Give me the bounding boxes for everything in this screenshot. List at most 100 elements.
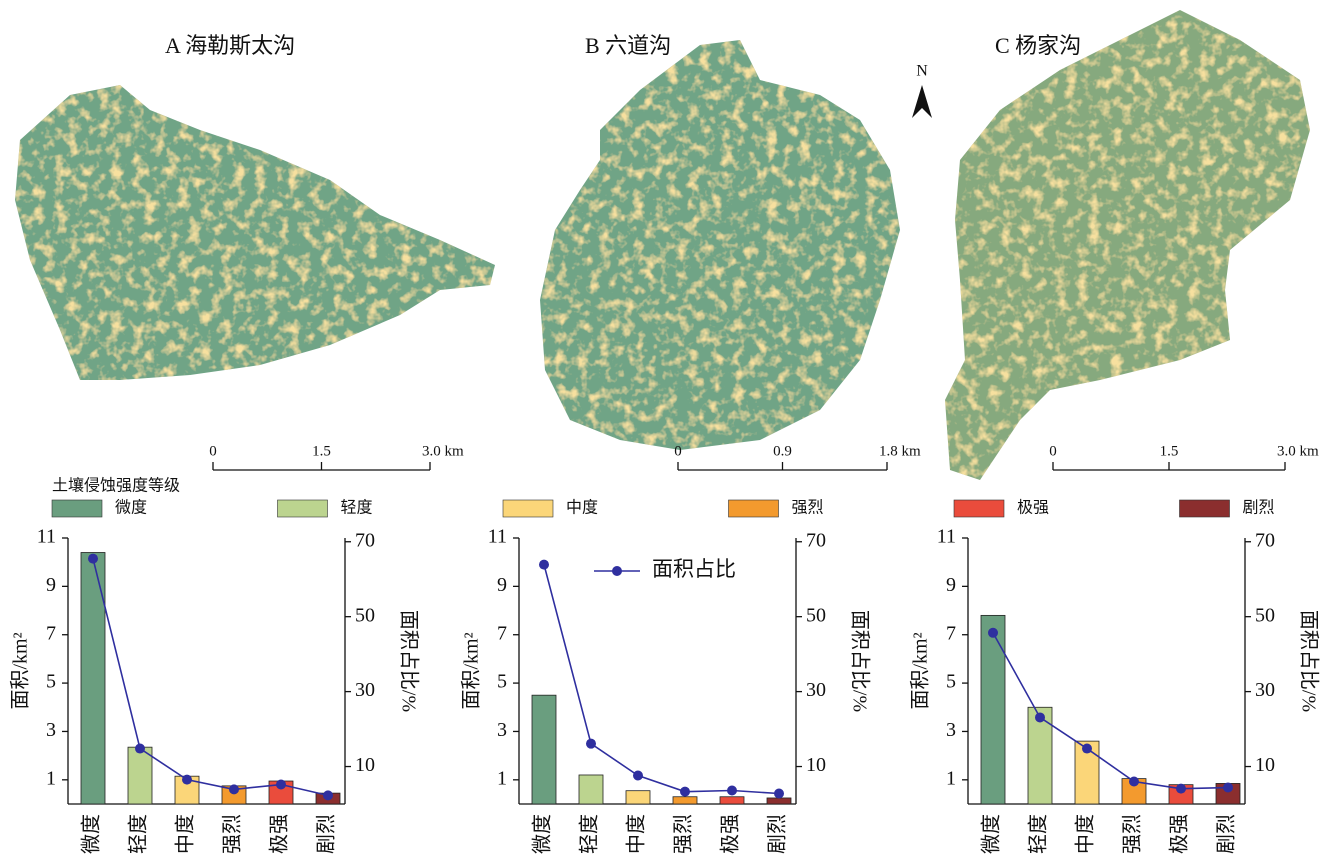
scale-label: 3.0 km (422, 443, 464, 459)
x-tick-label: 极强 (1168, 814, 1191, 854)
x-tick-label: 强烈 (221, 814, 244, 854)
y2-tick-label: 30 (355, 679, 375, 701)
legend-label: 中度 (566, 499, 598, 517)
x-tick-label: 中度 (625, 814, 648, 854)
y2-tick-label: 70 (1255, 529, 1275, 551)
x-tick-label: 强烈 (1121, 814, 1144, 854)
x-tick-label: 轻度 (578, 814, 601, 854)
y2-axis-label: 面积占比/% (397, 610, 420, 712)
x-tick-label: 剧烈 (315, 814, 338, 854)
y2-tick-label: 50 (806, 604, 826, 626)
scale-label: 0 (1049, 443, 1057, 459)
line-point (774, 789, 784, 799)
y2-axis-label: 面积占比/% (1297, 610, 1320, 712)
line-point (276, 780, 286, 790)
line-point (1223, 783, 1233, 793)
bar (981, 615, 1005, 804)
scale-label: 1.5 (312, 443, 331, 459)
x-tick-label: 微度 (980, 814, 1003, 854)
line-point (1176, 784, 1186, 794)
y-tick-label: 9 (46, 574, 56, 596)
y2-tick-label: 30 (1255, 679, 1275, 701)
legend-swatch (52, 500, 102, 517)
legend-label: 轻度 (341, 499, 373, 517)
map-c (945, 10, 1310, 480)
scale-label: 0.9 (773, 443, 792, 459)
x-tick-label: 中度 (174, 814, 197, 854)
map-b (540, 40, 900, 450)
y-axis-label: 面积/km² (9, 632, 32, 709)
legend-marker (612, 566, 622, 576)
legend-swatch (954, 500, 1004, 517)
line-point (1082, 744, 1092, 754)
legend-label: 面积占比 (652, 557, 736, 581)
y-tick-label: 9 (946, 574, 956, 596)
line-point (229, 784, 239, 794)
legend-label: 强烈 (792, 499, 824, 517)
y-axis-label: 面积/km² (909, 632, 932, 709)
line-point (539, 560, 549, 570)
x-tick-label: 极强 (719, 814, 742, 854)
y-tick-label: 9 (497, 574, 507, 596)
scale-label: 0 (209, 443, 217, 459)
y-tick-label: 1 (946, 767, 956, 789)
y-tick-label: 11 (488, 526, 507, 548)
legend-label: 微度 (115, 499, 147, 517)
legend-title: 土壤侵蚀强度等级 (52, 476, 180, 495)
legend-swatch (278, 500, 328, 517)
maps (15, 10, 1310, 480)
x-tick-label: 轻度 (1027, 814, 1050, 854)
y-tick-label: 11 (937, 526, 956, 548)
north-label: N (916, 63, 928, 80)
scale-label: 3.0 km (1277, 443, 1319, 459)
line-point (135, 744, 145, 754)
line-point (586, 739, 596, 749)
line-point (633, 771, 643, 781)
x-tick-label: 强烈 (672, 814, 695, 854)
figure: N A 海勒斯太沟01.53.0 kmB 六道沟00.91.8 kmC 杨家沟0… (0, 0, 1332, 864)
y2-tick-label: 30 (806, 679, 826, 701)
y-tick-label: 7 (46, 622, 56, 644)
x-tick-label: 剧烈 (766, 814, 789, 854)
line-point (323, 790, 333, 800)
map-a (15, 85, 495, 380)
bar (579, 775, 603, 804)
y2-tick-label: 70 (355, 529, 375, 551)
line-point (680, 787, 690, 797)
legend-swatch (729, 500, 779, 517)
x-tick-label: 极强 (268, 814, 291, 854)
line-point (1129, 777, 1139, 787)
y-tick-label: 3 (946, 719, 956, 741)
north-arrow (912, 85, 932, 118)
bar (532, 695, 556, 804)
y-tick-label: 5 (497, 671, 507, 693)
legend-swatch (503, 500, 553, 517)
legend-label: 极强 (1017, 499, 1049, 517)
line-point (988, 628, 998, 638)
map-title: B 六道沟 (585, 33, 671, 58)
map-title: C 杨家沟 (995, 33, 1081, 58)
y-tick-label: 5 (46, 671, 56, 693)
line-point (1035, 712, 1045, 722)
x-tick-label: 剧烈 (1215, 814, 1238, 854)
scale-label: 1.5 (1160, 443, 1179, 459)
line (544, 565, 779, 794)
y-tick-label: 3 (497, 719, 507, 741)
y2-tick-label: 10 (1255, 754, 1275, 776)
x-tick-label: 中度 (1074, 814, 1097, 854)
line-point (88, 554, 98, 564)
y-tick-label: 1 (46, 767, 56, 789)
bar (767, 798, 791, 804)
y-tick-label: 7 (497, 622, 507, 644)
y-tick-label: 11 (37, 526, 56, 548)
bar (128, 747, 152, 804)
y2-axis-label: 面积占比/% (848, 610, 871, 712)
y-axis-label: 面积/km² (460, 632, 483, 709)
scale-label: 1.8 km (879, 443, 921, 459)
scale-label: 0 (674, 443, 682, 459)
y2-tick-label: 10 (355, 754, 375, 776)
y-tick-label: 5 (946, 671, 956, 693)
bar (626, 791, 650, 804)
legend-label: 剧烈 (1243, 499, 1275, 517)
bar (720, 797, 744, 804)
